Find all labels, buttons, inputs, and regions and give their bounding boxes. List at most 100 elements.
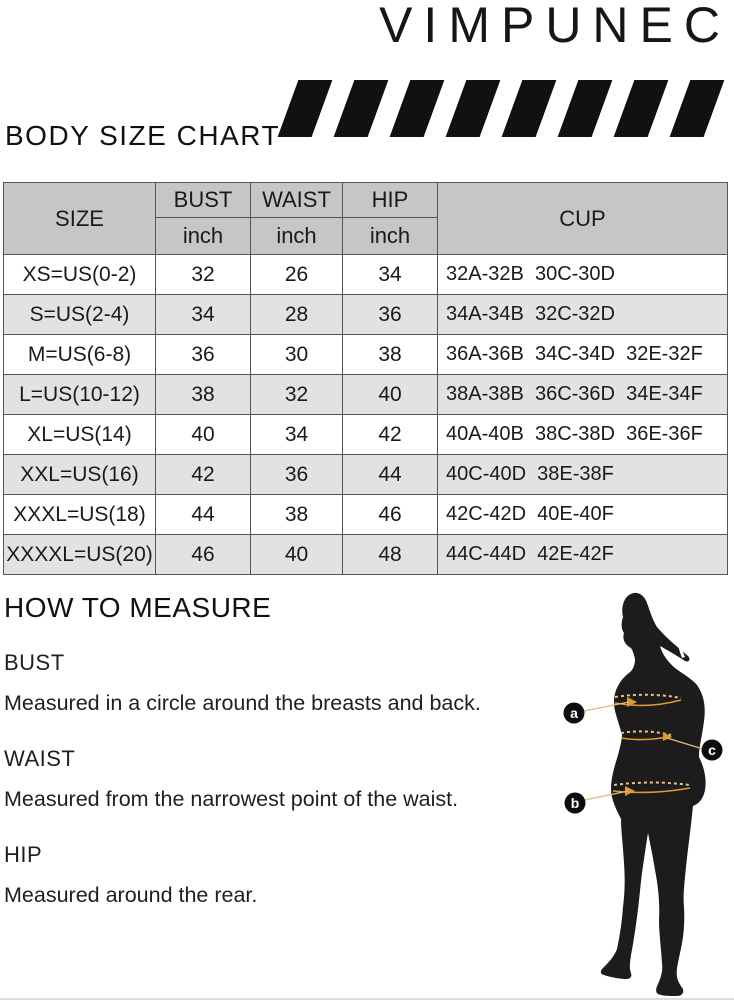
hip-cell: 36	[342, 294, 438, 335]
table-row: XXXXL=US(20) 46 40 48 44C-44D 42E-42F	[3, 534, 728, 575]
bust-cell: 46	[155, 534, 251, 575]
cup-cell: 38A-38B 36C-36D 34E-34F	[437, 374, 728, 415]
size-cell: L=US(10-12)	[3, 374, 156, 415]
table-row: XXL=US(16) 42 36 44 40C-40D 38E-38F	[3, 454, 728, 495]
hip-cell: 34	[342, 254, 438, 295]
measure-label-bust: BUST	[4, 650, 65, 675]
cup-cell: 36A-36B 34C-34D 32E-32F	[437, 334, 728, 375]
stripe-icon	[669, 80, 725, 137]
table-row: XXXL=US(18) 44 38 46 42C-42D 40E-40F	[3, 494, 728, 535]
cup-cell: 44C-44D 42E-42F	[437, 534, 728, 575]
table-row: L=US(10-12) 38 32 40 38A-38B 36C-36D 34E-34F	[3, 374, 728, 415]
hip-cell: 38	[342, 334, 438, 375]
hip-measure-line	[612, 787, 691, 794]
bust-cell: 34	[155, 294, 251, 335]
measurement-figure: a c b	[555, 585, 734, 1000]
bust-arrow-icon	[627, 697, 637, 707]
bust-cell: 32	[155, 254, 251, 295]
stripes-decoration	[277, 80, 725, 137]
header-size: SIZE	[3, 182, 156, 255]
cup-cell: 34A-34B 32C-32D	[437, 294, 728, 335]
marker-a-leader-line	[583, 701, 630, 712]
marker-c-leader-line	[666, 737, 704, 750]
svg-text:a: a	[570, 705, 578, 721]
stripe-icon	[557, 80, 613, 137]
bottom-edge-divider	[0, 998, 734, 1000]
how-to-measure-items: BUST Measured in a circle around the brea…	[4, 650, 560, 908]
svg-text:b: b	[571, 795, 580, 811]
size-cell: XXL=US(16)	[3, 454, 156, 495]
hip-cell: 40	[342, 374, 438, 415]
hip-cell: 44	[342, 454, 438, 495]
bust-cell: 38	[155, 374, 251, 415]
bust-measure-dashed-line	[614, 693, 682, 699]
measure-label-hip: HIP	[4, 842, 43, 867]
how-to-measure-section: HOW TO MEASURE BUST Measured in a circle …	[4, 592, 560, 908]
header-bust: BUST	[155, 182, 251, 218]
bust-cell: 40	[155, 414, 251, 455]
bust-cell: 36	[155, 334, 251, 375]
waist-cell: 38	[250, 494, 343, 535]
hip-measure-dashed-line	[613, 781, 691, 786]
size-cell: XS=US(0-2)	[3, 254, 156, 295]
cup-cell: 42C-42D 40E-40F	[437, 494, 728, 535]
table-row: S=US(2-4) 34 28 36 34A-34B 32C-32D	[3, 294, 728, 335]
waist-cell: 28	[250, 294, 343, 335]
measure-description-bust: Measured in a circle around the breasts …	[4, 691, 481, 715]
svg-text:c: c	[708, 742, 716, 758]
stripe-icon	[445, 80, 501, 137]
hip-arrow-icon	[625, 786, 635, 796]
hip-cell: 46	[342, 494, 438, 535]
size-cell: XL=US(14)	[3, 414, 156, 455]
size-cell: S=US(2-4)	[3, 294, 156, 335]
stripe-icon	[277, 80, 333, 137]
marker-badge-a: a	[563, 702, 585, 724]
size-table-body: XS=US(0-2) 32 26 34 32A-32B 30C-30D S=US(2-4)…	[3, 254, 728, 575]
hip-cell: 42	[342, 414, 438, 455]
stripe-icon	[501, 80, 557, 137]
measure-description-waist: Measured from the narrowest point of the…	[4, 787, 459, 811]
waist-cell: 32	[250, 374, 343, 415]
waist-cell: 40	[250, 534, 343, 575]
waist-arrow-icon	[663, 732, 672, 741]
bust-cell: 44	[155, 494, 251, 535]
hip-cell: 48	[342, 534, 438, 575]
bust-cell: 42	[155, 454, 251, 495]
header-waist: WAIST	[250, 182, 343, 218]
body-size-table: SIZE BUST WAIST HIP CUP inch inch inch X…	[3, 182, 728, 575]
woman-silhouette	[600, 592, 706, 996]
header-hip-unit: inch	[342, 217, 438, 255]
size-cell: M=US(6-8)	[3, 334, 156, 375]
header-hip: HIP	[342, 182, 438, 218]
waist-cell: 30	[250, 334, 343, 375]
stripe-icon	[333, 80, 389, 137]
table-header: SIZE BUST WAIST HIP CUP inch inch inch	[3, 182, 728, 255]
header-waist-unit: inch	[250, 217, 343, 255]
stripe-icon	[613, 80, 669, 137]
table-row: XS=US(0-2) 32 26 34 32A-32B 30C-30D	[3, 254, 728, 295]
waist-cell: 26	[250, 254, 343, 295]
cup-cell: 40A-40B 38C-38D 36E-36F	[437, 414, 728, 455]
size-cell: XXXXL=US(20)	[3, 534, 156, 575]
measure-description-hip: Measured around the rear.	[4, 883, 258, 907]
table-row: M=US(6-8) 36 30 38 36A-36B 34C-34D 32E-32F	[3, 334, 728, 375]
cup-cell: 32A-32B 30C-30D	[437, 254, 728, 295]
table-row: XL=US(14) 40 34 42 40A-40B 38C-38D 36E-36F	[3, 414, 728, 455]
marker-badge-c: c	[701, 739, 723, 761]
waist-measure-dashed-line	[620, 730, 672, 736]
waist-cell: 34	[250, 414, 343, 455]
cup-cell: 40C-40D 38E-38F	[437, 454, 728, 495]
size-cell: XXXL=US(18)	[3, 494, 156, 535]
header-cup: CUP	[437, 182, 728, 255]
header-bust-unit: inch	[155, 217, 251, 255]
marker-b-leader-line	[584, 790, 629, 801]
brand-title: VIMPUNEC	[379, 0, 731, 53]
marker-badge-b: b	[564, 792, 586, 814]
woman-silhouette-graphic: a c b	[563, 592, 723, 996]
page-title: BODY SIZE CHART	[5, 120, 281, 151]
waist-cell: 36	[250, 454, 343, 495]
how-to-measure-title: HOW TO MEASURE	[4, 592, 272, 623]
measure-label-waist: WAIST	[4, 746, 76, 771]
stripe-icon	[389, 80, 445, 137]
